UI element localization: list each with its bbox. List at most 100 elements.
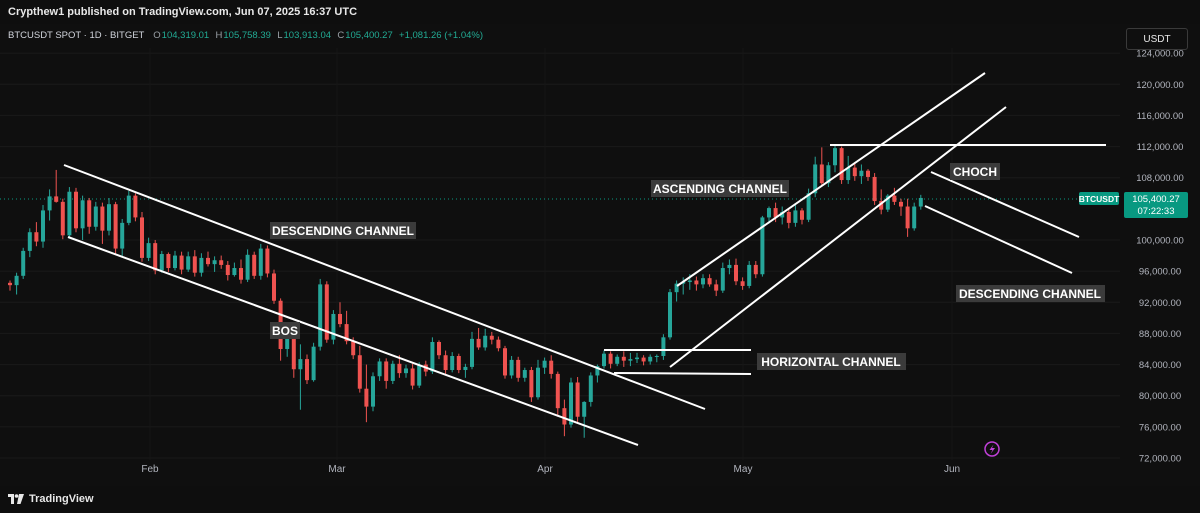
candle-body[interactable]: [324, 284, 329, 340]
candle-body[interactable]: [463, 366, 468, 371]
candle-body[interactable]: [595, 366, 600, 376]
candle-body[interactable]: [107, 204, 111, 231]
candle-body[interactable]: [714, 284, 719, 291]
candle-body[interactable]: [166, 254, 171, 269]
candle-body[interactable]: [47, 196, 52, 211]
candle-body[interactable]: [892, 195, 897, 202]
candle-body[interactable]: [786, 211, 791, 223]
candle-body[interactable]: [133, 195, 138, 218]
candle-body[interactable]: [562, 408, 567, 425]
lightning-icon[interactable]: [984, 441, 1000, 457]
candlestick-series[interactable]: [8, 144, 923, 438]
candle-body[interactable]: [813, 164, 818, 194]
candle-body[interactable]: [569, 382, 573, 425]
candle-body[interactable]: [753, 264, 758, 275]
candle-body[interactable]: [272, 273, 276, 301]
candle-body[interactable]: [219, 260, 224, 265]
candle-body[interactable]: [615, 356, 620, 364]
candle-body[interactable]: [14, 275, 19, 286]
candle-body[interactable]: [641, 357, 646, 362]
candle-body[interactable]: [74, 191, 78, 229]
candle-body[interactable]: [232, 268, 237, 276]
candle-body[interactable]: [800, 210, 804, 220]
currency-button[interactable]: USDT: [1126, 28, 1188, 50]
candle-body[interactable]: [608, 353, 613, 364]
candle-body[interactable]: [87, 200, 92, 227]
candle-body[interactable]: [390, 363, 395, 381]
candle-body[interactable]: [80, 200, 85, 229]
candle-body[interactable]: [265, 248, 270, 274]
candle-body[interactable]: [839, 148, 844, 181]
candle-body[interactable]: [740, 281, 745, 286]
candle-body[interactable]: [159, 254, 164, 271]
candle-body[interactable]: [575, 382, 580, 417]
candle-body[interactable]: [100, 206, 105, 231]
candle-body[interactable]: [199, 257, 204, 273]
candle-body[interactable]: [661, 337, 666, 357]
candle-body[interactable]: [872, 176, 877, 202]
candle-body[interactable]: [516, 359, 521, 378]
candle-body[interactable]: [529, 370, 534, 398]
candle-body[interactable]: [371, 376, 375, 407]
candle-body[interactable]: [338, 313, 342, 325]
candle-body[interactable]: [734, 264, 738, 282]
candle-body[interactable]: [780, 211, 785, 218]
candle-body[interactable]: [173, 255, 177, 269]
candle-body[interactable]: [252, 254, 257, 276]
candle-body[interactable]: [542, 360, 547, 368]
candle-body[interactable]: [146, 243, 151, 258]
candle-body[interactable]: [298, 359, 303, 370]
candle-body[interactable]: [34, 232, 39, 242]
candle-body[interactable]: [140, 217, 144, 258]
candle-body[interactable]: [245, 254, 250, 280]
candle-body[interactable]: [793, 210, 798, 223]
candle-body[interactable]: [503, 348, 507, 376]
candle-body[interactable]: [905, 206, 910, 229]
candle-body[interactable]: [899, 201, 903, 207]
candle-body[interactable]: [258, 248, 263, 276]
candle-body[interactable]: [93, 206, 98, 227]
candle-body[interactable]: [476, 338, 481, 348]
candle-body[interactable]: [239, 268, 243, 280]
candle-body[interactable]: [364, 388, 369, 407]
candle-body[interactable]: [331, 313, 336, 340]
candle-body[interactable]: [8, 282, 12, 286]
chart-svg[interactable]: DESCENDING CHANNEL BOS ASCENDING CHANNEL…: [0, 24, 1200, 486]
candle-body[interactable]: [747, 264, 752, 286]
candle-body[interactable]: [377, 361, 382, 377]
candle-body[interactable]: [720, 268, 725, 291]
horizontal-channel-bottom-line[interactable]: [613, 372, 752, 375]
candle-body[interactable]: [483, 335, 488, 348]
candle-body[interactable]: [67, 191, 72, 236]
descending-channel-upper-line[interactable]: [63, 164, 706, 410]
candle-body[interactable]: [866, 170, 870, 177]
candle-body[interactable]: [212, 260, 217, 265]
candle-body[interactable]: [285, 331, 290, 349]
candle-body[interactable]: [833, 148, 837, 166]
candle-body[interactable]: [384, 361, 389, 381]
candle-body[interactable]: [654, 356, 659, 358]
candle-body[interactable]: [727, 264, 732, 269]
candle-body[interactable]: [113, 204, 118, 249]
candle-body[interactable]: [773, 208, 778, 218]
chart-area[interactable]: DESCENDING CHANNEL BOS ASCENDING CHANNEL…: [0, 24, 1200, 486]
candle-body[interactable]: [456, 356, 461, 371]
candle-body[interactable]: [430, 341, 435, 372]
descending-channel-2-upper-line[interactable]: [930, 171, 1080, 238]
candle-body[interactable]: [760, 217, 765, 275]
candle-body[interactable]: [496, 339, 501, 349]
candle-body[interactable]: [549, 360, 554, 374]
candle-body[interactable]: [635, 357, 639, 360]
candle-body[interactable]: [470, 338, 474, 367]
candle-body[interactable]: [344, 324, 349, 342]
candle-body[interactable]: [397, 363, 402, 374]
candle-body[interactable]: [588, 375, 593, 402]
candle-body[interactable]: [912, 206, 917, 229]
candle-body[interactable]: [126, 195, 131, 223]
candle-body[interactable]: [186, 256, 191, 270]
candle-body[interactable]: [707, 278, 712, 285]
candle-body[interactable]: [357, 355, 362, 389]
candle-body[interactable]: [509, 359, 514, 376]
candle-body[interactable]: [305, 359, 309, 381]
candle-body[interactable]: [437, 341, 441, 356]
